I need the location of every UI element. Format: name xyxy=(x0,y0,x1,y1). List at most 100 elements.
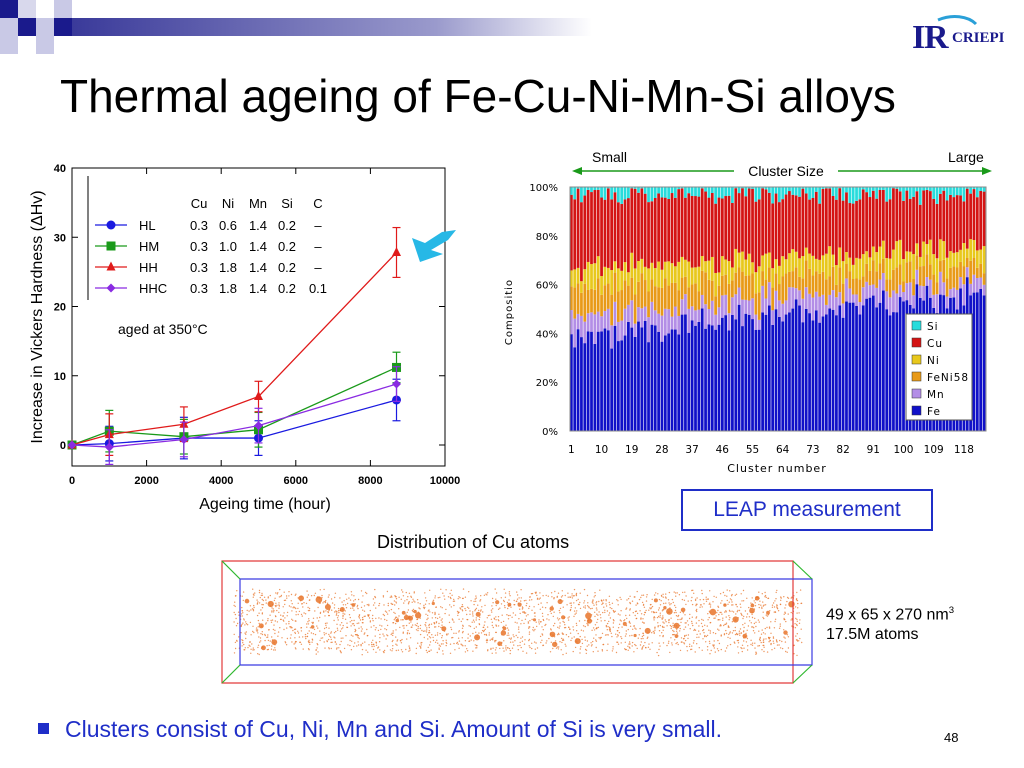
atom xyxy=(336,627,339,629)
atom xyxy=(486,594,488,596)
atom xyxy=(775,640,778,642)
atom xyxy=(564,624,566,626)
bar-segment-feni58 xyxy=(734,272,738,295)
atom xyxy=(250,609,252,611)
atom xyxy=(406,638,408,640)
atom xyxy=(718,642,721,645)
atom xyxy=(402,631,404,633)
atom xyxy=(720,602,722,604)
atom xyxy=(286,615,288,617)
atom xyxy=(689,628,691,630)
atom xyxy=(703,632,705,634)
atom xyxy=(596,621,598,624)
bar-segment-cu xyxy=(704,191,707,262)
atom xyxy=(381,625,383,627)
atom xyxy=(234,605,236,608)
hardness-plot-frame xyxy=(71,167,446,467)
atom xyxy=(489,614,491,616)
atom xyxy=(328,633,330,636)
atom xyxy=(714,617,716,619)
atom xyxy=(558,627,560,629)
bar-segment-cu xyxy=(761,188,764,256)
bar-segment-fe xyxy=(637,321,640,431)
atom xyxy=(616,636,618,638)
atom xyxy=(633,651,635,653)
bar-segment-feni58 xyxy=(670,282,674,317)
bar-segment-ni xyxy=(905,251,909,263)
atom xyxy=(305,637,307,640)
atom xyxy=(257,646,259,649)
bar-segment-mn xyxy=(818,296,822,323)
atom xyxy=(233,621,235,623)
atom xyxy=(258,636,260,638)
bar-segment-mn xyxy=(892,290,895,313)
bar-segment-fe xyxy=(697,321,701,431)
atom xyxy=(562,620,564,623)
atom xyxy=(307,623,310,625)
atom xyxy=(464,651,467,653)
bar-segment-mn xyxy=(915,269,919,285)
bar-segment-feni58 xyxy=(858,279,862,302)
atom xyxy=(271,636,273,638)
atom xyxy=(396,639,399,641)
atom xyxy=(636,602,639,604)
bar-segment-mn xyxy=(754,314,758,330)
atom xyxy=(499,607,501,609)
bar-segment-fe xyxy=(647,342,650,431)
bar-segment-feni58 xyxy=(761,271,764,286)
atom xyxy=(640,596,642,599)
atom xyxy=(436,634,439,636)
atom xyxy=(678,594,681,596)
atom xyxy=(544,607,547,609)
bar-segment-cu xyxy=(912,196,915,255)
bar-segment-cu xyxy=(788,191,791,254)
atom xyxy=(626,617,628,620)
bar-segment-feni58 xyxy=(972,257,976,275)
atom xyxy=(419,633,422,636)
bar-segment-mn xyxy=(600,316,603,332)
bar-segment-fe xyxy=(767,305,771,431)
atom xyxy=(571,597,574,599)
atom xyxy=(567,619,570,621)
bar-segment-ni xyxy=(670,263,674,283)
atom xyxy=(333,607,336,609)
atom xyxy=(774,618,777,620)
atom xyxy=(379,637,381,639)
atom xyxy=(383,651,385,654)
atom xyxy=(587,624,589,627)
atom xyxy=(375,641,377,643)
atom xyxy=(288,605,291,607)
atom xyxy=(288,595,290,597)
atom xyxy=(631,641,634,644)
atom xyxy=(420,644,422,646)
atom xyxy=(785,620,787,623)
atom xyxy=(244,647,246,649)
cluster-bar xyxy=(717,187,721,431)
atom xyxy=(351,619,353,622)
bar-segment-feni58 xyxy=(630,277,634,301)
atom xyxy=(528,607,530,610)
atom xyxy=(751,644,754,646)
bar-segment-fe xyxy=(757,329,761,431)
atom xyxy=(442,650,444,652)
atom xyxy=(702,598,705,601)
atom xyxy=(274,620,276,622)
atom xyxy=(264,639,266,642)
bar-segment-fe xyxy=(828,308,832,431)
atom xyxy=(491,624,493,627)
atom xyxy=(719,593,722,595)
atom xyxy=(495,604,497,607)
legend-label-ni: Ni xyxy=(927,355,940,367)
atom xyxy=(236,590,238,592)
atom xyxy=(683,599,686,601)
atom xyxy=(481,606,483,608)
atom xyxy=(707,613,709,615)
bar-segment-mn xyxy=(643,306,647,321)
legend-label-cu: Cu xyxy=(927,338,943,350)
atom xyxy=(779,603,782,605)
xtick-label: 82 xyxy=(836,444,849,456)
bar-segment-mn xyxy=(871,284,875,296)
atom xyxy=(673,591,675,593)
atom xyxy=(575,592,578,595)
